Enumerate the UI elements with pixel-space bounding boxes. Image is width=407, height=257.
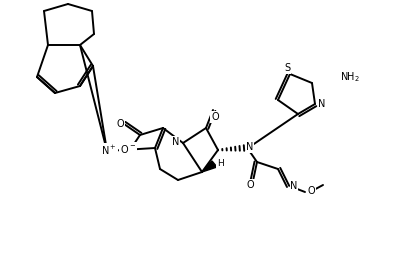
Text: N: N [172, 137, 179, 147]
Text: O: O [246, 180, 254, 190]
Text: NH$_2$: NH$_2$ [340, 70, 360, 84]
Text: H: H [217, 160, 223, 169]
Polygon shape [202, 161, 217, 172]
Text: O$^-$: O$^-$ [120, 143, 136, 155]
Text: N: N [246, 142, 254, 152]
Text: S: S [284, 63, 290, 73]
Text: N: N [290, 181, 298, 191]
Text: O: O [211, 112, 219, 122]
Text: N$^+$: N$^+$ [101, 143, 117, 157]
Text: O: O [307, 186, 315, 196]
Text: N: N [318, 99, 326, 109]
Text: O: O [116, 119, 124, 129]
